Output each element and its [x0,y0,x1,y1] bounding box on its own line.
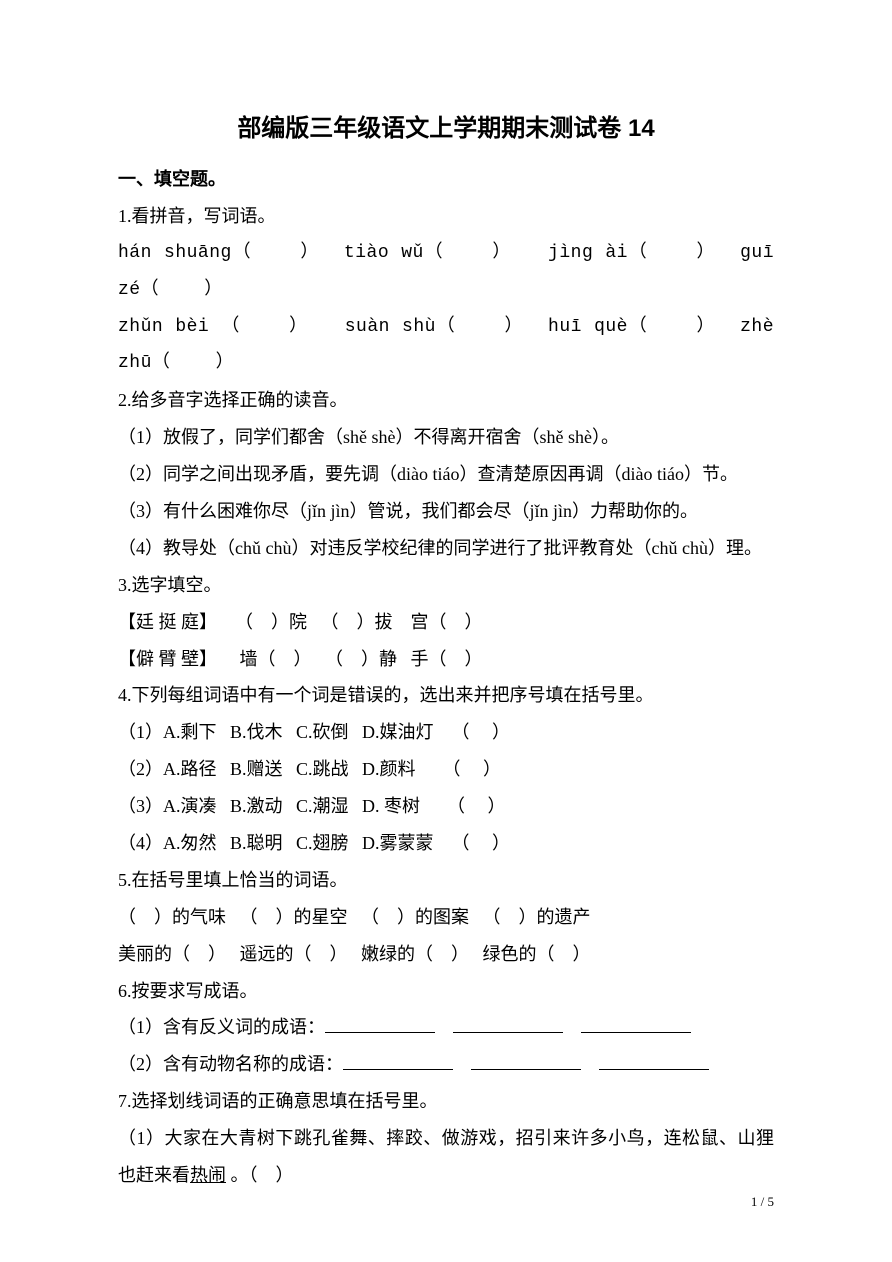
document-page: 部编版三年级语文上学期期末测试卷 14 一、填空题。 1.看拼音，写词语。 há… [0,0,892,1194]
q7-l1-underlined: 热闹 [190,1165,226,1185]
q4-prompt: 4.下列每组词语中有一个词是错误的，选出来并把序号填在括号里。 [118,677,774,714]
q3-line-2: 【僻 臂 壁】 墙（ ） （ ）静 手（ ） [118,641,774,678]
q5-prompt: 5.在括号里填上恰当的词语。 [118,862,774,899]
q2-line-2: （2）同学之间出现矛盾，要先调（diào tiáo）查清楚原因再调（diào t… [118,456,774,493]
q4-line-1: （1）A.剩下 B.伐木 C.砍倒 D.媒油灯 （ ） [118,714,774,751]
blank [471,1052,581,1070]
q6-line-1: （1）含有反义词的成语： [118,1009,774,1046]
page-title: 部编版三年级语文上学期期末测试卷 14 [118,108,774,143]
q6-line-2: （2）含有动物名称的成语： [118,1046,774,1083]
blank [581,1015,691,1033]
q5-line-1: （ ）的气味 （ ）的星空 （ ）的图案 （ ）的遗产 [118,899,774,936]
q5-line-2: 美丽的（ ） 遥远的（ ） 嫩绿的（ ） 绿色的（ ） [118,936,774,973]
blank [343,1052,453,1070]
q7-line-1: （1）大家在大青树下跳孔雀舞、摔跤、做游戏，招引来许多小鸟，连松鼠、山狸也赶来看… [118,1120,774,1194]
q4-line-4: （4）A.匆然 B.聪明 C.翅膀 D.雾蒙蒙 （ ） [118,825,774,862]
q1-row-2: zhǔn bèi （ ） suàn shù（ ） huī què（ ） zhè … [118,309,774,383]
blank [453,1015,563,1033]
q1-row-1: hán shuāng（ ） tiào wǔ（ ） jìng ài（ ） guī … [118,235,774,309]
blank [325,1015,435,1033]
q6-l2-pre: （2）含有动物名称的成语： [118,1054,343,1074]
q1-prompt: 1.看拼音，写词语。 [118,198,774,235]
q6-prompt: 6.按要求写成语。 [118,973,774,1010]
q2-line-3: （3）有什么困难你尽（jǐn jìn）管说，我们都会尽（jǐn jìn）力帮助你… [118,493,774,530]
blank [599,1052,709,1070]
q4-line-3: （3）A.演凑 B.激动 C.潮湿 D. 枣树 （ ） [118,788,774,825]
q2-line-1: （1）放假了，同学们都舍（shě shè）不得离开宿舍（shě shè）。 [118,419,774,456]
q7-l1-post: 。（ ） [226,1165,294,1185]
q6-l1-pre: （1）含有反义词的成语： [118,1017,325,1037]
q3-prompt: 3.选字填空。 [118,567,774,604]
q3-line-1: 【廷 挺 庭】 （ ）院 （ ）拔 宫（ ） [118,604,774,641]
q2-prompt: 2.给多音字选择正确的读音。 [118,382,774,419]
page-number: 1 / 5 [751,1194,774,1210]
q4-line-2: （2）A.路径 B.赠送 C.跳战 D.颜料 （ ） [118,751,774,788]
section-1-header: 一、填空题。 [118,161,774,198]
q2-line-4: （4）教导处（chǔ chù）对违反学校纪律的同学进行了批评教育处（chǔ ch… [118,530,774,567]
q7-prompt: 7.选择划线词语的正确意思填在括号里。 [118,1083,774,1120]
